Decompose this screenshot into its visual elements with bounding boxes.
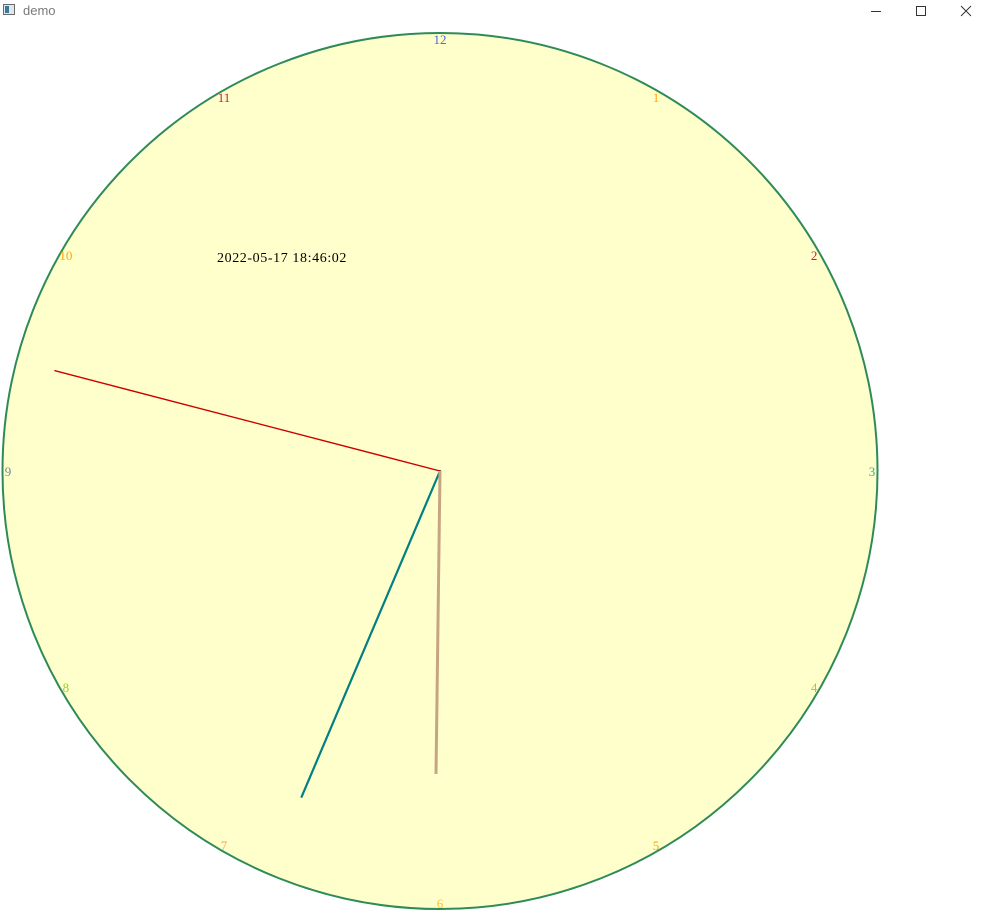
title-bar[interactable]: demo (0, 0, 987, 22)
numeral-1: 1 (653, 90, 660, 105)
numeral-7: 7 (221, 838, 228, 853)
numeral-10: 10 (59, 248, 72, 263)
numeral-2: 2 (811, 248, 818, 263)
numeral-11: 11 (218, 90, 231, 105)
numeral-9: 9 (5, 464, 12, 479)
numeral-6: 6 (437, 896, 444, 911)
app-window-icon (3, 4, 15, 15)
numeral-12: 12 (434, 32, 447, 47)
numeral-3: 3 (869, 464, 876, 479)
numeral-8: 8 (63, 680, 70, 695)
numeral-5: 5 (653, 838, 660, 853)
maximize-button[interactable] (898, 0, 943, 22)
maximize-icon (915, 6, 926, 16)
minimize-button[interactable] (853, 0, 898, 22)
close-button[interactable] (943, 0, 987, 22)
minute-hand (54, 370, 441, 472)
hour-hand (300, 469, 442, 798)
datetime-display: 2022-05-17 18:46:02 (217, 251, 347, 266)
second-hand (434, 470, 442, 775)
window-title: demo (23, 3, 56, 18)
numeral-4: 4 (811, 680, 818, 695)
minimize-icon (870, 11, 881, 12)
close-icon (960, 5, 971, 17)
